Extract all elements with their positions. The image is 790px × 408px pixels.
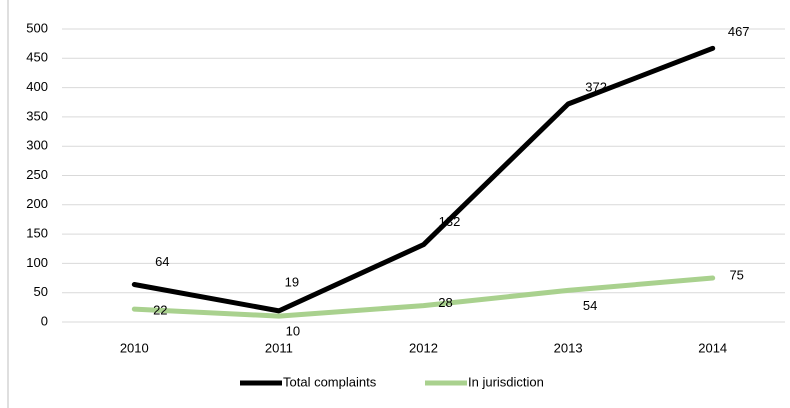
data-label: 10 <box>286 324 300 339</box>
data-label: 64 <box>155 254 169 269</box>
data-label: 54 <box>583 298 597 313</box>
y-tick-label: 250 <box>26 167 48 182</box>
data-label: 75 <box>729 267 743 282</box>
data-label: 28 <box>438 295 452 310</box>
y-tick-label: 350 <box>26 108 48 123</box>
y-tick-label: 450 <box>26 50 48 65</box>
series-line <box>131 275 716 319</box>
series-line <box>131 45 716 314</box>
y-tick-label: 500 <box>26 20 48 35</box>
legend-label: In jurisdiction <box>468 374 544 389</box>
y-tick-label: 0 <box>41 313 48 328</box>
data-label: 22 <box>153 303 167 318</box>
data-label: 19 <box>285 274 299 289</box>
y-tick-label: 150 <box>26 226 48 241</box>
x-tick-label: 2011 <box>265 340 293 355</box>
x-tick-label: 2014 <box>698 340 727 355</box>
y-tick-label: 50 <box>34 284 48 299</box>
x-tick-label: 2012 <box>409 340 438 355</box>
data-label: 372 <box>585 79 607 94</box>
x-tick-label: 2013 <box>554 340 583 355</box>
y-tick-label: 100 <box>26 255 48 270</box>
data-label: 467 <box>728 24 750 39</box>
x-tick-label: 2010 <box>120 340 149 355</box>
y-tick-label: 300 <box>26 138 48 153</box>
y-tick-label: 400 <box>26 79 48 94</box>
legend-label: Total complaints <box>283 374 377 389</box>
data-label: 132 <box>439 214 461 229</box>
y-tick-label: 200 <box>26 196 48 211</box>
